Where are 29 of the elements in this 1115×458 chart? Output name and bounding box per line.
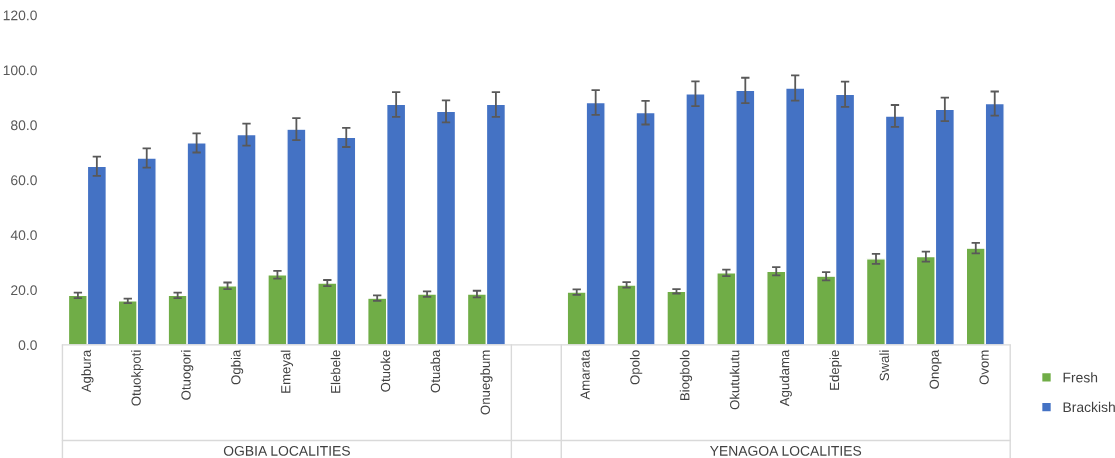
- y-tick-label: 40.0: [10, 230, 37, 241]
- x-tick-label: Swali: [879, 350, 890, 381]
- text: OGBIA LOCALITIES: [223, 445, 350, 456]
- x-tick-label: Edepie: [829, 350, 842, 390]
- x-tick-label: Agbura: [81, 349, 94, 393]
- x-tick-label: Otuaba: [430, 349, 441, 393]
- y-tick-label: 60.0: [11, 175, 37, 186]
- y-tick-label: 0.0: [18, 340, 37, 351]
- y-tick-label: 20.0: [11, 285, 37, 296]
- x-tick-label: Otuogori: [180, 350, 194, 400]
- x-tick-label: Biogbolo: [679, 350, 693, 400]
- x-tick-label: Okutukutu: [729, 350, 740, 410]
- x-tick-label: Ogbia: [230, 349, 244, 385]
- y-tick-label: 80.0: [11, 120, 37, 131]
- x-tick-label: Agudama: [779, 349, 792, 407]
- x-tick-label: Otuokpoti: [131, 350, 144, 406]
- x-tick-label: Elebele: [330, 350, 341, 393]
- x-tick-label: Amarata: [580, 349, 590, 400]
- legend-label: Brackish: [1063, 401, 1115, 413]
- x-tick-label: Onuegbum: [480, 350, 493, 415]
- x-tick-label: Otuoke: [380, 350, 391, 392]
- x-tick-label: Emeyal: [280, 350, 294, 393]
- text: YENAGOA LOCALITIES: [710, 445, 862, 456]
- legend-label: Fresh: [1063, 372, 1098, 383]
- y-tick-label: 120.0: [3, 10, 37, 21]
- x-tick-label: Opolo: [629, 350, 643, 385]
- x-tick-label: Onopa: [929, 349, 942, 389]
- y-tick-label: 100.0: [3, 65, 37, 76]
- x-tick-label: Ovom: [979, 350, 989, 385]
